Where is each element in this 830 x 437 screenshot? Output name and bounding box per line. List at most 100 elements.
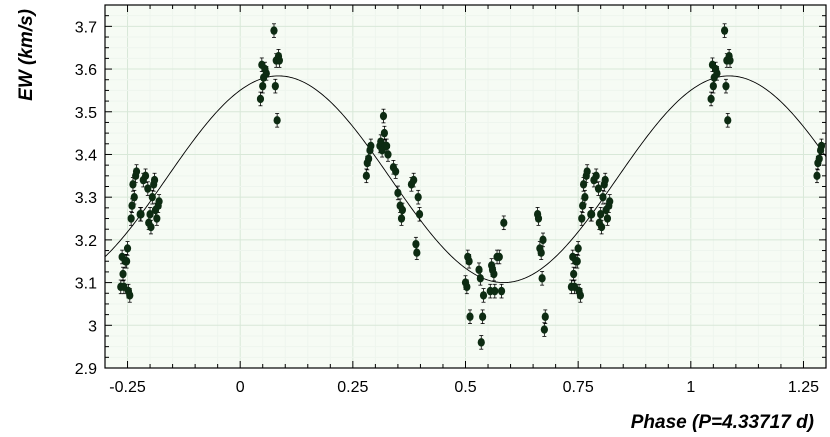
data-point — [726, 56, 734, 65]
x-tick-label: 0.25 — [337, 379, 368, 396]
data-point — [813, 171, 821, 181]
data-point — [465, 257, 473, 266]
data-point — [477, 338, 485, 347]
data-point — [579, 180, 588, 189]
data-point — [475, 265, 483, 274]
y-tick-label: 2.9 — [75, 361, 97, 378]
x-tick-label: 1.25 — [788, 379, 819, 396]
x-tick-label: 0.5 — [454, 379, 476, 396]
data-point — [119, 269, 127, 279]
y-tick-label: 3.4 — [75, 147, 97, 164]
data-point — [362, 171, 370, 181]
y-tick-label: 3.1 — [75, 276, 97, 293]
data-point — [722, 81, 730, 91]
data-point — [707, 94, 715, 104]
data-point — [380, 128, 388, 138]
plot-frame — [104, 4, 827, 369]
data-point — [497, 286, 506, 296]
data-point — [490, 269, 498, 279]
x-tick-label: 0 — [236, 379, 245, 396]
data-point — [500, 218, 508, 227]
data-point — [394, 188, 402, 198]
data-point — [538, 274, 546, 283]
data-point — [491, 286, 499, 296]
data-point — [155, 197, 163, 206]
data-point — [576, 291, 585, 300]
data-point — [594, 184, 603, 193]
y-tick-label: 3.7 — [75, 19, 97, 36]
data-point — [128, 201, 136, 210]
data-point — [541, 312, 549, 321]
data-point — [539, 235, 547, 245]
data-point — [601, 175, 609, 185]
x-tick-label: 0.75 — [563, 379, 594, 396]
data-point — [495, 252, 503, 262]
data-point — [597, 210, 605, 219]
data-point — [578, 214, 586, 223]
data-point — [270, 26, 278, 35]
x-axis-title: Phase (P=4.33717 d) — [631, 412, 814, 433]
data-point — [817, 141, 826, 151]
x-tick-labels: -0.25 0 0.25 0.5 0.75 1 1.25 — [109, 379, 819, 396]
y-tick-label: 3.2 — [75, 233, 97, 250]
data-point — [144, 184, 152, 193]
data-point — [275, 56, 283, 65]
data-point — [570, 269, 578, 279]
data-point — [721, 26, 729, 35]
data-point — [256, 94, 265, 104]
data-point — [537, 248, 545, 257]
data-point — [724, 116, 732, 125]
data-points — [117, 26, 826, 347]
data-point — [597, 222, 606, 232]
data-point — [129, 180, 137, 189]
x-tick-label: 1 — [686, 379, 695, 396]
data-point — [379, 111, 388, 121]
data-point — [384, 150, 392, 159]
data-point — [603, 214, 612, 223]
data-point — [414, 192, 422, 202]
y-tick-label: 3.6 — [75, 62, 97, 79]
data-point — [392, 167, 400, 176]
y-tick-label: 3.5 — [75, 105, 97, 122]
data-point — [463, 282, 471, 292]
data-point — [147, 222, 155, 232]
y-tick-label: 3 — [88, 318, 97, 335]
data-point — [141, 171, 150, 181]
data-point — [534, 214, 543, 223]
data-point — [123, 257, 131, 266]
data-point — [573, 257, 581, 266]
data-point — [367, 141, 375, 151]
data-point — [383, 141, 391, 151]
data-point — [574, 244, 582, 253]
data-point — [148, 192, 156, 202]
data-point — [262, 69, 270, 78]
data-point — [415, 210, 424, 219]
data-point — [815, 154, 823, 163]
x-tick-label: -0.25 — [109, 379, 146, 396]
y-tick-labels: 2.9 3 3.1 3.2 3.3 3.4 3.5 3.6 3.7 — [75, 19, 97, 378]
data-point — [713, 69, 721, 78]
data-point — [412, 239, 420, 249]
data-point — [709, 81, 717, 91]
data-point — [413, 248, 421, 257]
data-point — [479, 312, 487, 321]
data-point — [540, 325, 548, 334]
data-point — [476, 274, 484, 283]
data-point — [271, 81, 279, 91]
data-point — [479, 291, 488, 300]
y-axis-title: EW (km/s) — [16, 9, 37, 101]
data-point — [130, 192, 138, 202]
data-point — [137, 210, 145, 219]
data-point — [273, 116, 281, 125]
data-point — [583, 167, 591, 176]
data-point — [592, 171, 600, 181]
data-point — [398, 205, 407, 215]
data-point — [126, 291, 134, 300]
data-point — [581, 192, 589, 202]
data-point — [365, 154, 373, 163]
data-point — [132, 167, 141, 176]
data-point — [123, 244, 132, 253]
data-point — [599, 192, 607, 202]
sinusoidal-fit-curve — [104, 75, 827, 284]
